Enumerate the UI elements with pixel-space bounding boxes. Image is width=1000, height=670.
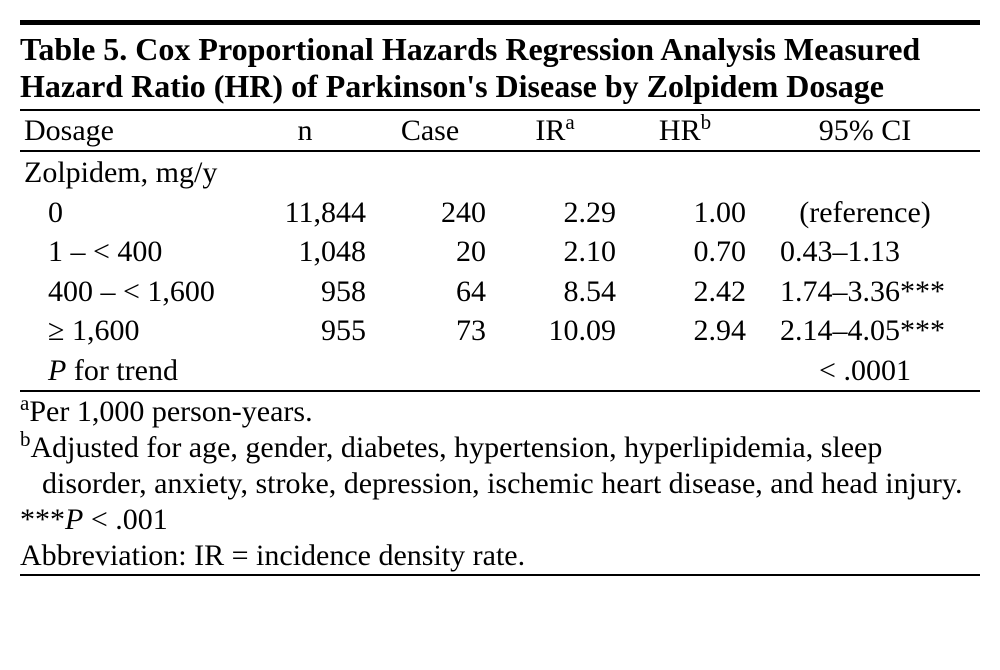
cell-ir: 2.10 <box>490 232 620 272</box>
cell-ir: 8.54 <box>490 272 620 312</box>
cell-case: 20 <box>370 232 490 272</box>
cell-n: 11,844 <box>240 193 370 233</box>
footnote-b-text: Adjusted for age, gender, diabetes, hype… <box>31 431 963 500</box>
footnote-a: aPer 1,000 person-years. <box>20 394 980 430</box>
col-hr-sup: b <box>701 110 712 134</box>
bottom-rule <box>20 574 980 576</box>
col-n: n <box>240 111 370 151</box>
trend-label: P for trend <box>20 351 240 391</box>
cell-n: 955 <box>240 311 370 351</box>
table-row: 400 – < 1,600958648.542.421.74–3.36*** <box>20 272 980 312</box>
col-ir-label: IR <box>535 114 565 147</box>
table-row: ≥ 1,6009557310.092.942.14–4.05*** <box>20 311 980 351</box>
table-row: 011,8442402.291.00(reference) <box>20 193 980 233</box>
data-table: Dosage n Case IRa HRb 95% CI Zolpidem, m… <box>20 111 980 391</box>
footnote-a-sup: a <box>20 391 29 415</box>
cell-ir: 10.09 <box>490 311 620 351</box>
footnote-stars-val: < .001 <box>83 503 167 536</box>
table-title: Table 5. Cox Proportional Hazards Regres… <box>20 25 980 109</box>
col-case: Case <box>370 111 490 151</box>
footnote-abbrev: Abbreviation: IR = incidence density rat… <box>20 538 980 574</box>
cell-n: 958 <box>240 272 370 312</box>
col-dosage: Dosage <box>20 111 240 151</box>
cell-dosage: ≥ 1,600 <box>20 311 240 351</box>
cell-ci: 0.43–1.13 <box>750 232 980 272</box>
cell-ci: 2.14–4.05*** <box>750 311 980 351</box>
section-label: Zolpidem, mg/y <box>20 152 980 193</box>
col-ir: IRa <box>490 111 620 151</box>
cell-dosage: 400 – < 1,600 <box>20 272 240 312</box>
cell-ci: (reference) <box>750 193 980 233</box>
col-ci: 95% CI <box>750 111 980 151</box>
cell-hr: 0.70 <box>620 232 750 272</box>
cell-case: 240 <box>370 193 490 233</box>
trend-row: P for trend < .0001 <box>20 351 980 391</box>
footnote-b: bAdjusted for age, gender, diabetes, hyp… <box>20 430 980 502</box>
cell-hr: 1.00 <box>620 193 750 233</box>
cell-dosage: 0 <box>20 193 240 233</box>
cell-case: 64 <box>370 272 490 312</box>
footnotes: aPer 1,000 person-years. bAdjusted for a… <box>20 392 980 574</box>
cell-ir: 2.29 <box>490 193 620 233</box>
cell-hr: 2.42 <box>620 272 750 312</box>
table-row: 1 – < 4001,048202.100.700.43–1.13 <box>20 232 980 272</box>
col-hr: HRb <box>620 111 750 151</box>
cell-case: 73 <box>370 311 490 351</box>
cell-dosage: 1 – < 400 <box>20 232 240 272</box>
cell-ci: 1.74–3.36*** <box>750 272 980 312</box>
header-row: Dosage n Case IRa HRb 95% CI <box>20 111 980 151</box>
col-ir-sup: a <box>565 110 574 134</box>
section-row: Zolpidem, mg/y <box>20 152 980 193</box>
footnote-stars: ***P < .001 <box>20 502 980 538</box>
trend-value: < .0001 <box>750 351 980 391</box>
footnote-a-text: Per 1,000 person-years. <box>29 395 312 428</box>
footnote-stars-p: P <box>65 503 83 536</box>
table-container: Table 5. Cox Proportional Hazards Regres… <box>20 20 980 576</box>
footnote-stars-mark: *** <box>20 503 65 536</box>
cell-hr: 2.94 <box>620 311 750 351</box>
col-hr-label: HR <box>659 114 701 147</box>
cell-n: 1,048 <box>240 232 370 272</box>
footnote-b-sup: b <box>20 427 31 451</box>
